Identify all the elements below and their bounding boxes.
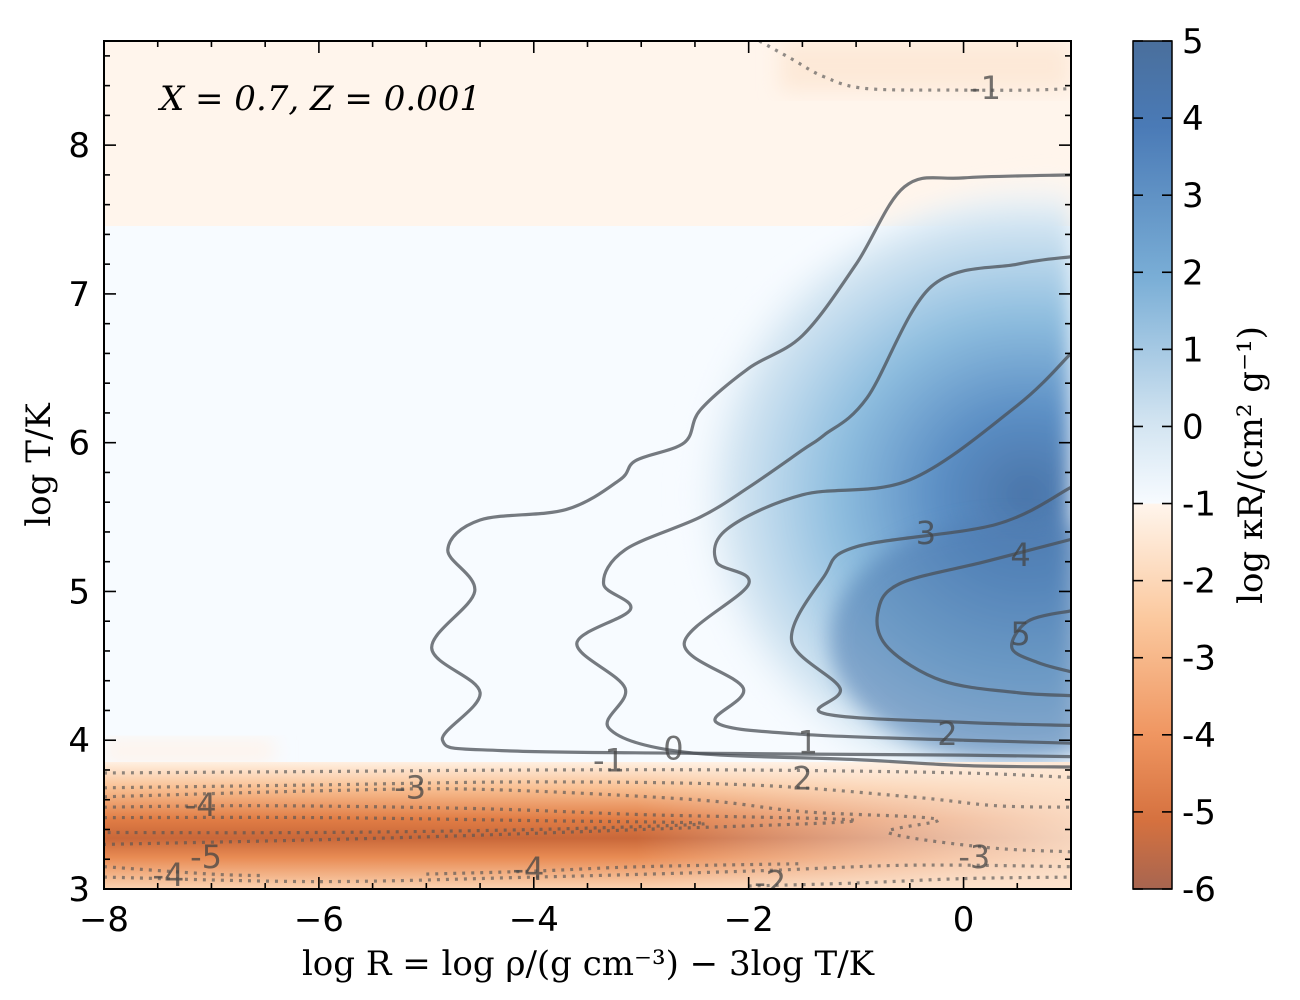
y-tick-label: 8 [68, 126, 90, 166]
orange-band-fade [104, 762, 1071, 889]
contour-label: -3 [394, 768, 426, 806]
contour-lines [104, 41, 1071, 888]
colorbar-tick-label: -6 [1182, 870, 1216, 910]
colorbar-tick-label: 1 [1182, 330, 1204, 370]
colorbar-label: log κR/(cm² g⁻¹) [1231, 326, 1271, 604]
x-axis-label: log R = log ρ/(g cm⁻³) − 3log T/K [302, 944, 875, 984]
contour-label: 2 [937, 715, 957, 753]
contour-line-level-neg1 [758, 41, 1071, 92]
y-axis-ticks: 3 4 5 6 7 8 [68, 55, 1071, 910]
blue-opacity-peak [830, 520, 1071, 760]
contour-label: -4 [512, 850, 544, 888]
colorbar-tick-label: 4 [1182, 99, 1204, 139]
contour-line-level-2 [682, 352, 1071, 745]
colorbar-tick-label: 3 [1182, 176, 1204, 216]
y-tick-label: 7 [68, 275, 90, 315]
x-axis-ticks: −8 −6 −4 −2 0 [79, 41, 1072, 940]
y-tick-label: 5 [68, 572, 90, 612]
contour-line-level-4 [875, 537, 1071, 698]
y-axis-label: log T/K [19, 403, 59, 527]
contour-label: 2 [792, 759, 812, 797]
low-t-orange-patch [104, 740, 274, 762]
colorbar-tick-label: -5 [1182, 793, 1216, 833]
contour-label: 3 [916, 514, 936, 552]
colorbar-tick-label: -1 [1182, 485, 1216, 525]
colorbar-tick-label: 2 [1182, 253, 1204, 293]
colorbar-tick-label: -2 [1182, 562, 1216, 602]
contour-line-level-5 [1010, 609, 1071, 674]
colorbar [1132, 40, 1173, 890]
contour-line-level-1 [575, 255, 1071, 769]
colorbar-tick-label: -3 [1182, 639, 1216, 679]
contour-label: -3 [958, 838, 990, 876]
contour-line-level-neg2 [748, 875, 1071, 888]
y-tick-label: 3 [68, 870, 90, 910]
contour-label: -5 [190, 838, 222, 876]
contour-label: 0 [663, 730, 683, 768]
contour-line-level-neg4 [104, 804, 858, 846]
x-tick-label: −4 [509, 900, 559, 940]
y-tick-label: 4 [68, 721, 90, 761]
x-tick-label: −2 [724, 900, 774, 940]
contour-label: 4 [1010, 536, 1030, 574]
colorbar-tick-label: 5 [1182, 22, 1204, 62]
colorbar-ticks: 5 4 3 2 1 0 -1 -2 -3 -4 -5 -6 [1133, 22, 1216, 910]
contour-line-level-neg2 [104, 780, 1071, 809]
x-tick-label: 0 [953, 900, 975, 940]
contour-line-level-0 [430, 173, 1071, 759]
x-tick-label: −8 [79, 900, 129, 940]
contour-label: 5 [1010, 615, 1030, 653]
colorbar-tick-label: 0 [1182, 407, 1204, 447]
contour-label: -2 [754, 864, 786, 902]
contour-label: -4 [185, 786, 217, 824]
colorbar-tick-label: -4 [1182, 716, 1216, 756]
contour-label: 1 [798, 724, 818, 762]
composition-annotation: X = 0.7, Z = 0.001 [157, 79, 481, 119]
y-tick-label: 6 [68, 424, 90, 464]
upper-orange-peak [780, 41, 1071, 91]
contour-label: -1 [969, 69, 1001, 107]
contour-line-level-neg3 [104, 863, 1071, 884]
contour-line-level-3 [789, 485, 1071, 727]
contour-label: -1 [593, 742, 625, 780]
x-tick-label: −6 [294, 900, 344, 940]
